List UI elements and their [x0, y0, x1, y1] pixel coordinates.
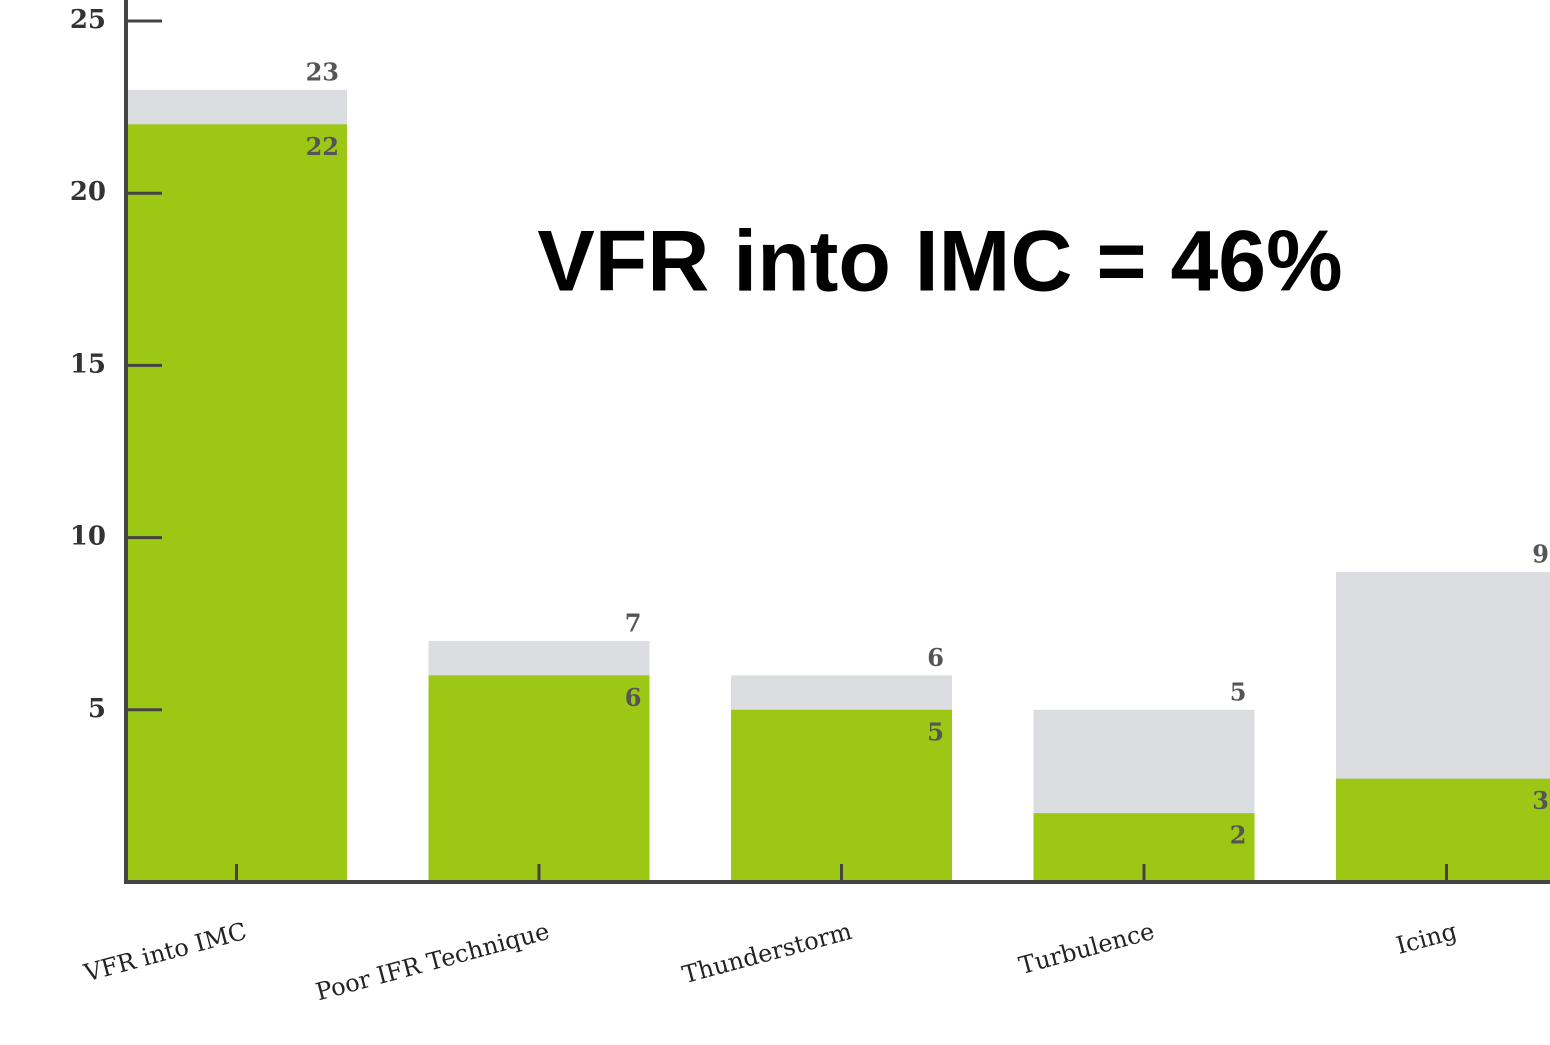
y-tick-label: 10: [70, 522, 106, 552]
y-tick-label: 15: [70, 349, 106, 379]
bar: [731, 709, 952, 882]
value-label: 5: [1230, 677, 1247, 706]
x-tick-label: Thunderstorm: [679, 917, 855, 989]
y-tick-label: 20: [70, 177, 106, 207]
x-tick-label: Poor IFR Technique: [313, 917, 552, 1006]
value-label: 2: [1230, 821, 1247, 850]
value-label: 22: [306, 132, 339, 161]
bar: [126, 124, 347, 882]
value-label: 9: [1532, 540, 1549, 569]
value-label: 6: [927, 643, 944, 672]
bar: [428, 675, 650, 882]
x-tick-label: VFR into IMC: [80, 917, 249, 988]
x-tick-label: Icing: [1393, 917, 1460, 960]
value-label: 7: [625, 608, 642, 637]
value-label: 3: [1532, 786, 1549, 815]
bar: [1336, 778, 1550, 882]
value-label: 23: [306, 57, 339, 86]
value-label: 5: [927, 717, 944, 746]
annotation: VFR into IMC = 46%: [537, 214, 1342, 310]
y-tick-label: 25: [70, 5, 106, 35]
x-tick-label: Turbulence: [1016, 917, 1157, 980]
y-tick-label: 5: [88, 694, 106, 724]
value-label: 6: [625, 683, 642, 712]
